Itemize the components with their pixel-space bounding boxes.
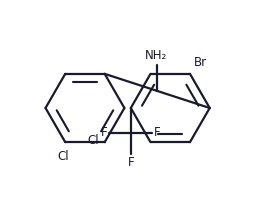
Text: Br: Br — [194, 56, 207, 68]
Text: Cl: Cl — [88, 133, 99, 146]
Text: F: F — [154, 126, 161, 139]
Text: F: F — [101, 126, 107, 139]
Text: F: F — [128, 156, 134, 169]
Text: NH₂: NH₂ — [145, 49, 167, 62]
Text: Cl: Cl — [57, 150, 69, 163]
